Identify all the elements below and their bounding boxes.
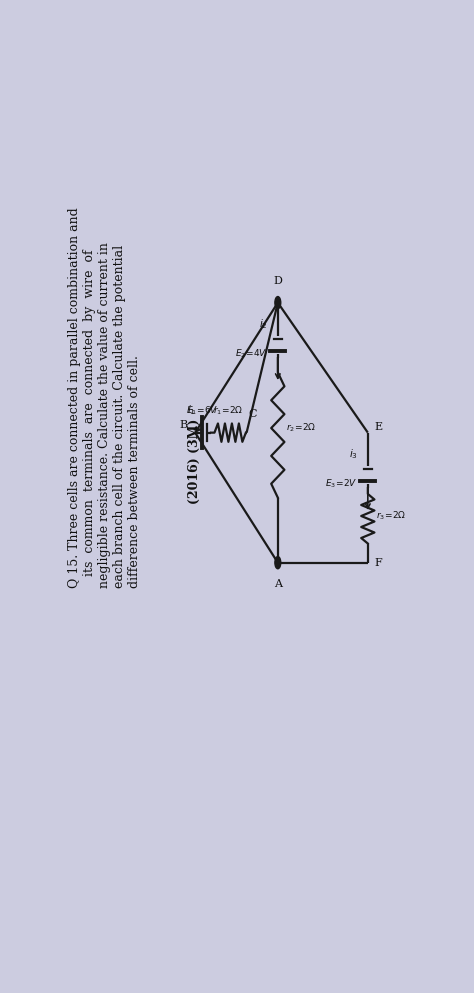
Text: $i_1$: $i_1$ [187,403,196,417]
Text: $E_2\!=\!4V$: $E_2\!=\!4V$ [235,348,267,360]
Text: $i_2$: $i_2$ [259,317,267,331]
Text: F: F [374,558,382,568]
Text: $r_3\!=\!2\Omega$: $r_3\!=\!2\Omega$ [376,509,406,522]
Text: Q 15. Three cells are connected in parallel combination and
   its  common  term: Q 15. Three cells are connected in paral… [68,207,141,588]
Text: C: C [249,409,257,419]
Circle shape [275,556,281,569]
Text: $i_3$: $i_3$ [348,447,357,461]
Text: A: A [274,580,282,590]
Text: E: E [374,422,383,432]
Circle shape [275,297,281,309]
Text: D: D [273,276,282,286]
Text: $E_1\!=\!6V$: $E_1\!=\!6V$ [186,405,219,417]
Text: $E_3\!=\!2V$: $E_3\!=\!2V$ [325,478,357,491]
Text: $r_1\!=\!2\Omega$: $r_1\!=\!2\Omega$ [213,405,244,417]
Text: $r_2\!=\!2\Omega$: $r_2\!=\!2\Omega$ [286,422,316,434]
Text: (2016) (3M): (2016) (3M) [188,419,201,504]
Text: B: B [179,420,187,430]
